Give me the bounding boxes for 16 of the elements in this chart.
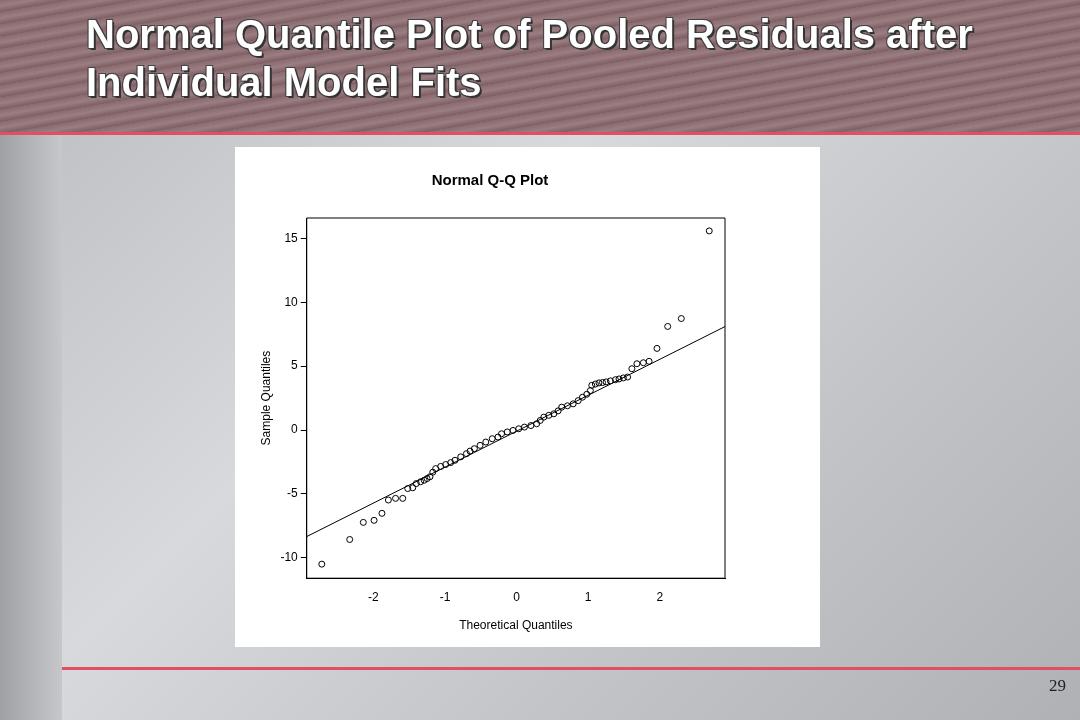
x-tick-label: 1 [584,589,592,604]
y-tick-label: 10 [284,294,299,309]
x-tick-label: 2 [656,589,664,604]
chart-subtitle: Normal Q-Q Plot [431,171,549,189]
y-tick-label: 0 [291,422,299,437]
chart-title: Normal Quantile Plot of Pooled Residuals after Individual Model Fits [86,11,974,106]
y-tick-label: 5 [291,358,299,373]
y-axis-title: Sample Quantiles [258,350,273,446]
y-tick-label: 15 [284,230,299,245]
y-tick-label: -5 [287,486,299,501]
x-tick-label: 0 [513,589,521,604]
x-axis-title: Theoretical Quantiles [459,618,573,633]
x-tick-label: -1 [439,589,451,604]
y-tick-label: -10 [280,550,299,565]
x-tick-label: -2 [368,589,380,604]
text: 29 [1049,676,1066,696]
